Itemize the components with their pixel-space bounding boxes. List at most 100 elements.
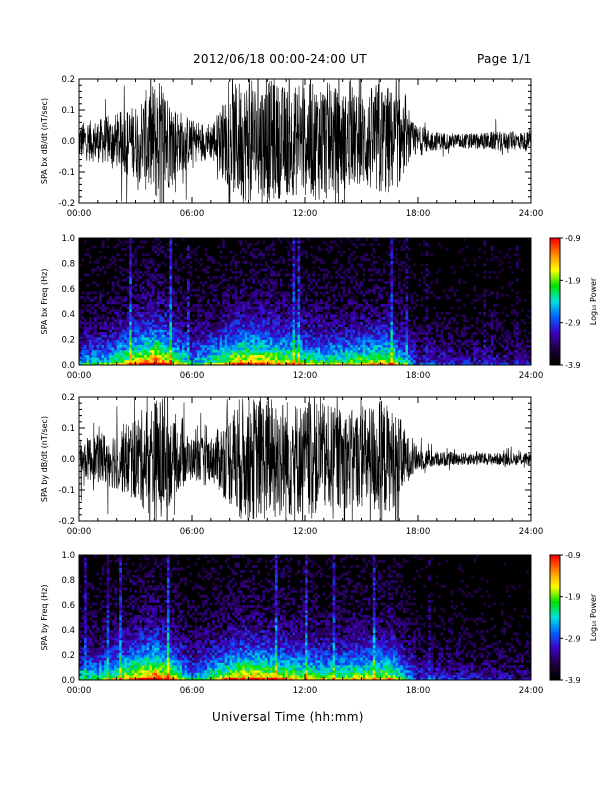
heatmap-cell	[292, 276, 296, 279]
heatmap-cell	[430, 281, 434, 285]
heatmap-cell	[267, 293, 271, 297]
heatmap-cell	[520, 319, 524, 323]
heatmap-cell	[129, 260, 133, 264]
heatmap-cell	[161, 359, 165, 363]
heatmap-cell	[136, 357, 140, 361]
heatmap-cell	[423, 331, 426, 335]
heatmap-cell	[415, 352, 419, 356]
heatmap-cell	[453, 291, 456, 295]
heatmap-cell	[131, 314, 135, 318]
heatmap-cell	[488, 359, 492, 363]
heatmap-cell	[262, 240, 266, 244]
heatmap-cell	[244, 324, 248, 328]
heatmap-cell	[267, 347, 271, 351]
x-tick-label: 06:00	[180, 371, 205, 381]
heatmap-cell	[370, 298, 374, 302]
heatmap-cell	[297, 331, 301, 335]
heatmap-cell	[199, 352, 203, 356]
heatmap-cell	[473, 344, 477, 348]
heatmap-cell	[302, 344, 306, 348]
heatmap-cell	[136, 342, 140, 345]
heatmap-cell	[490, 324, 494, 328]
heatmap-cell	[239, 357, 243, 361]
heatmap-cell	[445, 293, 449, 297]
heatmap-cell	[279, 339, 283, 343]
heatmap-cell	[136, 278, 140, 282]
heatmap-cell	[267, 291, 271, 295]
heatmap-cell	[508, 342, 512, 345]
heatmap-cell	[284, 342, 288, 345]
heatmap-cell	[222, 278, 225, 282]
heatmap-cell	[528, 309, 532, 312]
heatmap-cell	[528, 344, 532, 348]
heatmap-cell	[222, 324, 225, 328]
heatmap-cell	[272, 342, 276, 345]
heatmap-cell	[86, 362, 90, 366]
heatmap-cell	[330, 276, 333, 279]
heatmap-cell	[402, 339, 406, 343]
heatmap-cell	[96, 349, 100, 353]
heatmap-cell	[247, 326, 251, 330]
heatmap-cell	[385, 293, 389, 297]
heatmap-cell	[237, 337, 241, 340]
heatmap-cell	[493, 337, 497, 340]
heatmap-cell	[126, 291, 130, 295]
heatmap-cell	[146, 314, 150, 318]
heatmap-cell	[222, 304, 225, 307]
heatmap-cell	[307, 238, 311, 241]
heatmap-cell	[465, 357, 469, 361]
heatmap-cell	[410, 339, 414, 343]
heatmap-cell	[438, 352, 441, 356]
heatmap-cell	[222, 238, 225, 241]
heatmap-cell	[254, 291, 258, 295]
heatmap-cell	[257, 324, 261, 328]
heatmap-cell	[192, 250, 195, 254]
heatmap-cell	[387, 334, 391, 338]
heatmap-cell	[382, 339, 386, 343]
heatmap-cell	[244, 301, 248, 305]
heatmap-cell	[305, 311, 308, 315]
heatmap-cell	[141, 293, 145, 297]
heatmap-cell	[119, 359, 122, 363]
heatmap-cell	[247, 301, 251, 305]
heatmap-cell	[179, 268, 183, 272]
heatmap-cell	[141, 339, 145, 343]
heatmap-cell	[229, 354, 233, 358]
heatmap-cell	[277, 344, 281, 348]
heatmap-cell	[116, 243, 120, 246]
heatmap-cell	[136, 321, 140, 325]
heatmap-cell	[164, 349, 168, 353]
heatmap-cell	[229, 311, 233, 315]
heatmap-cell	[485, 362, 489, 366]
heatmap-cell	[299, 250, 303, 254]
heatmap-cell	[134, 314, 138, 318]
heatmap-cell	[169, 283, 173, 287]
heatmap-cell	[367, 352, 371, 356]
heatmap-cell	[423, 337, 426, 340]
heatmap-cell	[234, 324, 238, 328]
heatmap-cell	[79, 337, 82, 340]
heatmap-cell	[257, 319, 261, 323]
heatmap-cell	[269, 354, 273, 358]
heatmap-cell	[129, 334, 133, 338]
heatmap-cell	[149, 273, 153, 277]
heatmap-cell	[425, 326, 429, 330]
heatmap-cell	[257, 344, 261, 348]
heatmap-cell	[377, 278, 381, 282]
heatmap-cell	[287, 324, 291, 328]
heatmap-cell	[227, 283, 230, 287]
heatmap-cell	[418, 352, 421, 356]
heatmap-cell	[279, 334, 283, 338]
heatmap-cell	[387, 329, 391, 333]
heatmap-cell	[141, 273, 145, 277]
heatmap-cell	[325, 301, 328, 305]
heatmap-cell	[387, 339, 391, 343]
heatmap-cell	[312, 334, 316, 338]
heatmap-cell	[262, 342, 266, 345]
heatmap-cell	[224, 337, 228, 340]
heatmap-cell	[209, 347, 213, 351]
heatmap-cell	[166, 337, 170, 340]
heatmap-cell	[385, 311, 389, 315]
heatmap-cell	[382, 281, 386, 285]
heatmap-cell	[149, 286, 153, 290]
